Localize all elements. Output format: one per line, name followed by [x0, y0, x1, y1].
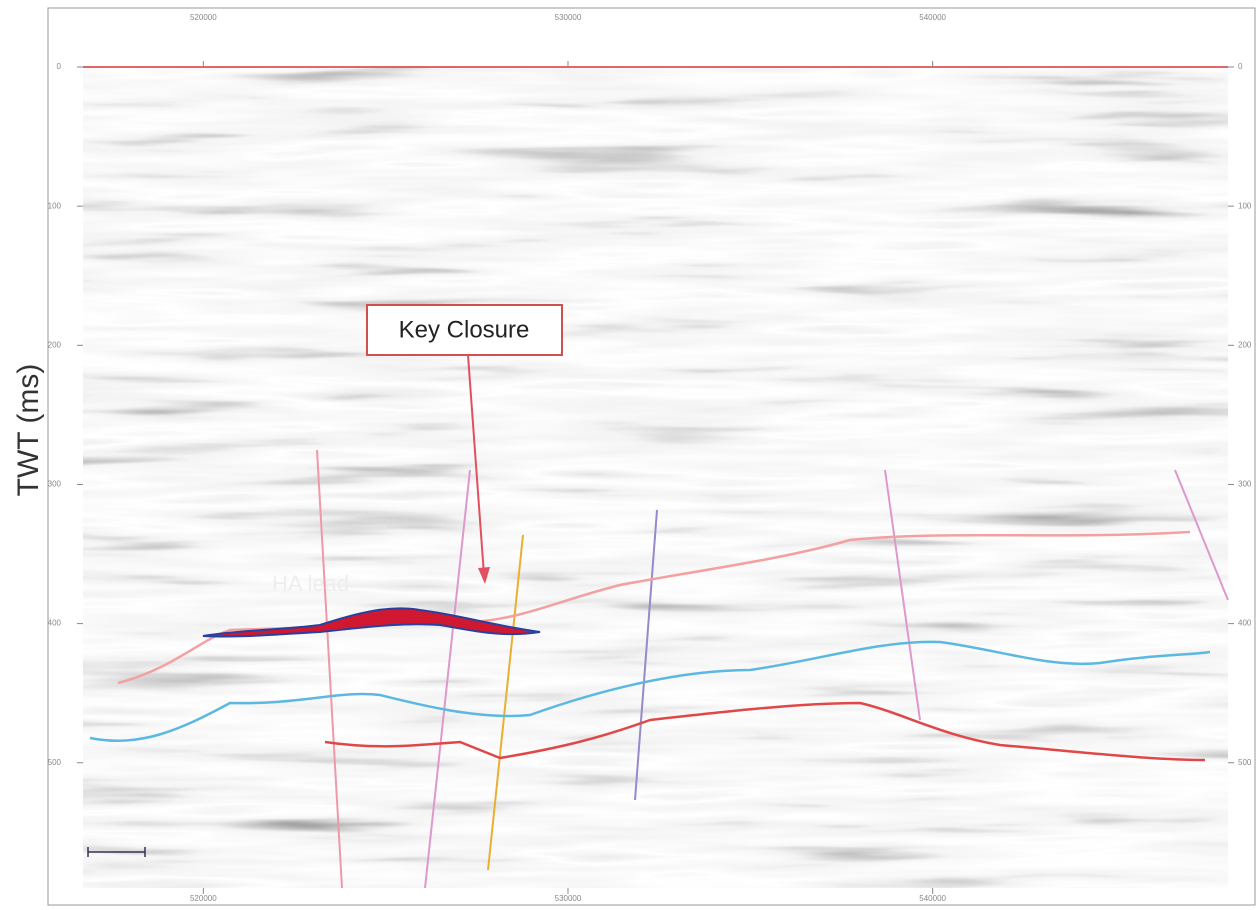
- annotation: HA lead: [272, 571, 349, 596]
- x-tick-label: 540000: [919, 13, 946, 22]
- y-tick-label: 300: [1238, 480, 1252, 489]
- y-tick-label: 500: [1238, 758, 1252, 767]
- y-tick-label: 200: [1238, 340, 1252, 349]
- y-tick-label: 0: [57, 62, 62, 71]
- x-tick-label: 540000: [919, 894, 946, 903]
- x-tick-label: 520000: [190, 13, 217, 22]
- x-tick-label: 520000: [190, 894, 217, 903]
- y-tick-label: 100: [1238, 201, 1252, 210]
- y-tick-label: 300: [48, 480, 62, 489]
- annotation: Key Closure: [399, 316, 530, 343]
- page: HA lead Key Closure TWT (ms) 520000 52000…: [0, 0, 1260, 910]
- x-tick-label: 530000: [555, 894, 582, 903]
- x-tick-label: 530000: [555, 13, 582, 22]
- y-tick-label: 0: [1238, 62, 1243, 71]
- y-tick-label: 200: [48, 340, 62, 349]
- seismic-section: [83, 67, 1228, 888]
- y-tick-label: 400: [48, 619, 62, 628]
- y-tick-label: 500: [48, 758, 62, 767]
- y-axis-label: TWT (ms): [12, 364, 45, 497]
- y-tick-label: 100: [48, 201, 62, 210]
- chart: HA lead Key Closure TWT (ms) 520000 52000…: [0, 0, 1260, 910]
- y-tick-label: 400: [1238, 619, 1252, 628]
